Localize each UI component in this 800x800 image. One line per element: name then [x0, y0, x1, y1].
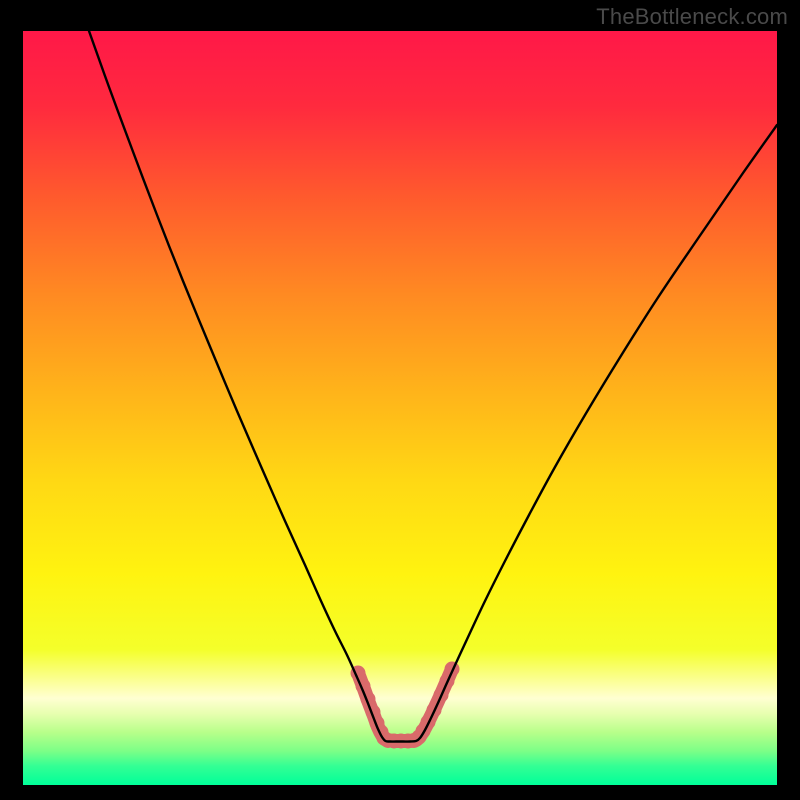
curve-svg — [23, 31, 777, 785]
bottleneck-curve — [89, 31, 777, 742]
watermark-text: TheBottleneck.com — [596, 4, 788, 30]
chart-frame — [23, 31, 777, 785]
plot-area — [23, 31, 777, 785]
